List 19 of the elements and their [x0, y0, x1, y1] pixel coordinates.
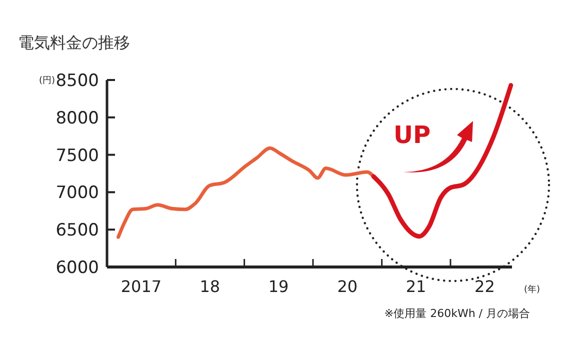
y-tick-label: 7500	[56, 146, 99, 166]
x-axis-title: (年)	[524, 284, 540, 295]
chart-title: 電気料金の推移	[18, 33, 130, 52]
y-tick-label: 6500	[56, 220, 99, 241]
x-tick-label: 2017	[120, 277, 162, 296]
x-tick-label: 20	[337, 277, 358, 296]
y-tick-label: 8500	[56, 70, 99, 91]
line-series	[116, 146, 376, 239]
text: ※使用量 260kWh / 月の場合	[384, 307, 530, 320]
x-tick-label: 18	[200, 277, 220, 296]
x-tick-label: 19	[268, 277, 289, 296]
y-tick-label: 7000	[56, 183, 99, 204]
y-tick-label: 8000	[56, 108, 99, 128]
y-tick-label: 6000	[56, 258, 99, 278]
y-axis-title: (円)	[38, 76, 55, 86]
x-tick-label: 21	[406, 277, 426, 296]
annotation: UP	[393, 121, 431, 149]
line-series	[371, 82, 514, 239]
x-tick-label: 22	[474, 277, 495, 296]
